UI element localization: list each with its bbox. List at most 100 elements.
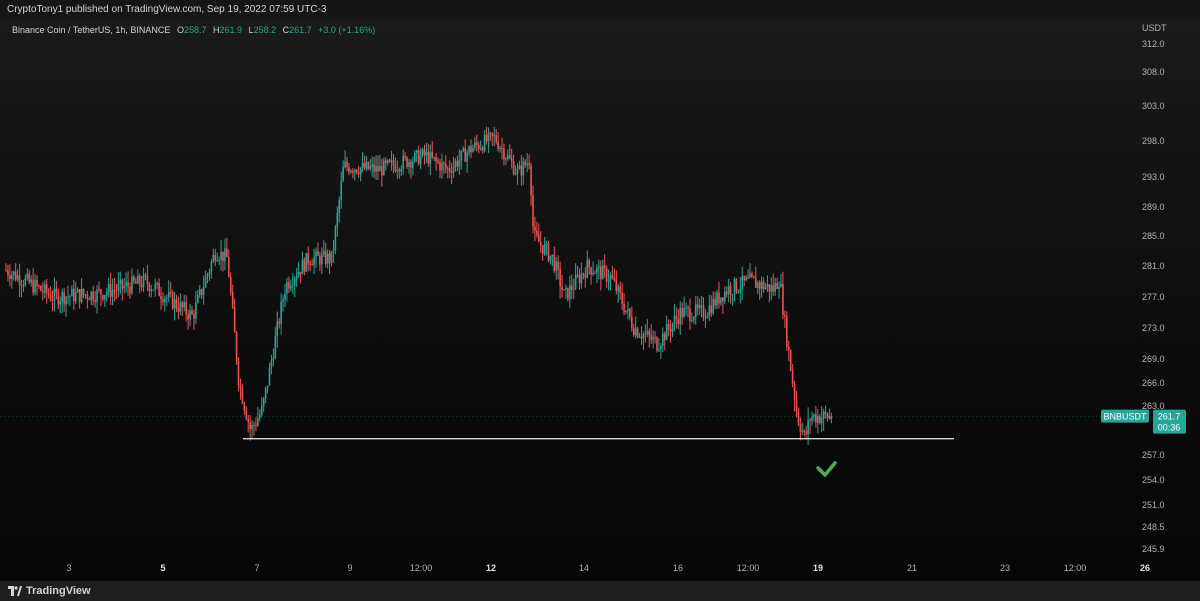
chart-area[interactable]: USDT 312.0 308.0 303.0 298.0 293.0 289.0 285.0 2…: [0, 20, 1200, 581]
candle-body: [123, 286, 125, 289]
candle-body: [305, 253, 308, 272]
candle-body: [71, 288, 73, 297]
candle-body: [720, 297, 722, 304]
candle-body: [731, 294, 734, 296]
candle-body: [561, 286, 563, 291]
candle-body: [569, 285, 571, 300]
candle-body: [437, 161, 439, 163]
candle-body: [768, 284, 771, 292]
candle-body: [133, 276, 135, 282]
candle-body: [600, 266, 602, 280]
candle-body: [747, 277, 749, 279]
candle-body: [576, 275, 579, 277]
candle-body: [636, 328, 639, 337]
candle-body: [572, 288, 575, 290]
candle-body: [140, 284, 143, 288]
candle-body: [623, 304, 625, 313]
candle-body: [419, 155, 422, 165]
x-tick-label: 12: [486, 563, 496, 573]
candle-body: [150, 289, 153, 292]
candle-body: [526, 163, 528, 166]
candle-body: [811, 416, 813, 421]
candle-body: [520, 165, 523, 176]
price-badge-value: 261.7: [1158, 412, 1181, 422]
candle-body: [501, 147, 503, 149]
low-value: 258.2: [253, 25, 277, 35]
candle-body: [474, 142, 476, 148]
low-label: L: [248, 25, 254, 35]
candle-body: [224, 248, 226, 262]
x-tick-label: 12:00: [410, 563, 433, 573]
candle-body: [468, 146, 470, 153]
candle-body: [830, 416, 833, 419]
candle-body: [272, 358, 275, 361]
candle-body: [326, 253, 329, 264]
candle-body: [828, 416, 831, 419]
candle-body: [30, 279, 32, 283]
candle-body: [336, 213, 339, 228]
candle-body: [379, 166, 381, 172]
candle-body: [377, 165, 379, 172]
candle-body: [617, 286, 620, 292]
x-tick-label: 9: [347, 563, 352, 573]
candle-body: [477, 145, 480, 150]
candle-body: [563, 289, 565, 291]
publisher-text: CryptoTony1 published on TradingView.com…: [7, 4, 327, 15]
candle-body: [460, 150, 463, 160]
candle-body: [578, 275, 581, 284]
candle-body: [753, 276, 755, 278]
high-label: H: [213, 25, 220, 35]
candle-body: [663, 333, 666, 341]
y-tick-label: 251.0: [1142, 500, 1165, 510]
candle-body: [268, 367, 271, 386]
candle-body: [206, 274, 209, 278]
candle-body: [766, 284, 769, 287]
candle-body: [681, 308, 683, 317]
candle-body: [171, 292, 174, 309]
candle-body: [167, 291, 170, 298]
candle-body: [567, 287, 569, 300]
candlestick-chart[interactable]: USDT 312.0 308.0 303.0 298.0 293.0 289.0 285.0 2…: [0, 20, 1200, 581]
candle-body: [278, 321, 280, 324]
candle-body: [231, 292, 234, 308]
candle-body: [359, 167, 362, 175]
candle-body: [685, 307, 687, 309]
candle-body: [764, 286, 767, 290]
candle-body: [551, 254, 554, 256]
candle-body: [259, 414, 261, 419]
candle-body: [607, 280, 610, 282]
candle-body: [228, 257, 230, 277]
candle-body: [239, 385, 242, 389]
candle-body: [195, 302, 197, 319]
candle-body: [74, 292, 77, 302]
candle-body: [185, 302, 187, 315]
candle-body: [237, 360, 240, 386]
candle-body: [26, 273, 29, 278]
candle-body: [782, 283, 784, 316]
candle-body: [348, 167, 350, 173]
candle-body: [557, 261, 559, 269]
candle-body: [384, 160, 387, 164]
candle-body: [621, 293, 623, 305]
candle-body: [18, 275, 21, 286]
candle-body: [803, 430, 806, 432]
candle-body: [396, 169, 399, 171]
candle-body: [538, 234, 540, 243]
candle-body: [410, 161, 412, 168]
candle-body: [301, 259, 304, 275]
candle-body: [809, 420, 811, 422]
candle-body: [355, 169, 358, 173]
candle-body: [433, 157, 435, 159]
candle-body: [299, 271, 302, 275]
x-tick-label: 5: [160, 563, 165, 573]
candle-body: [55, 288, 58, 293]
candle-body: [454, 161, 457, 167]
candle-body: [179, 302, 182, 312]
candle-body: [24, 277, 27, 286]
candle-body: [631, 317, 633, 329]
candle-body: [317, 251, 319, 256]
candle-body: [536, 230, 538, 235]
candle-body: [67, 296, 69, 298]
tradingview-logo[interactable]: TradingView: [8, 585, 91, 597]
candle-body: [365, 162, 368, 169]
